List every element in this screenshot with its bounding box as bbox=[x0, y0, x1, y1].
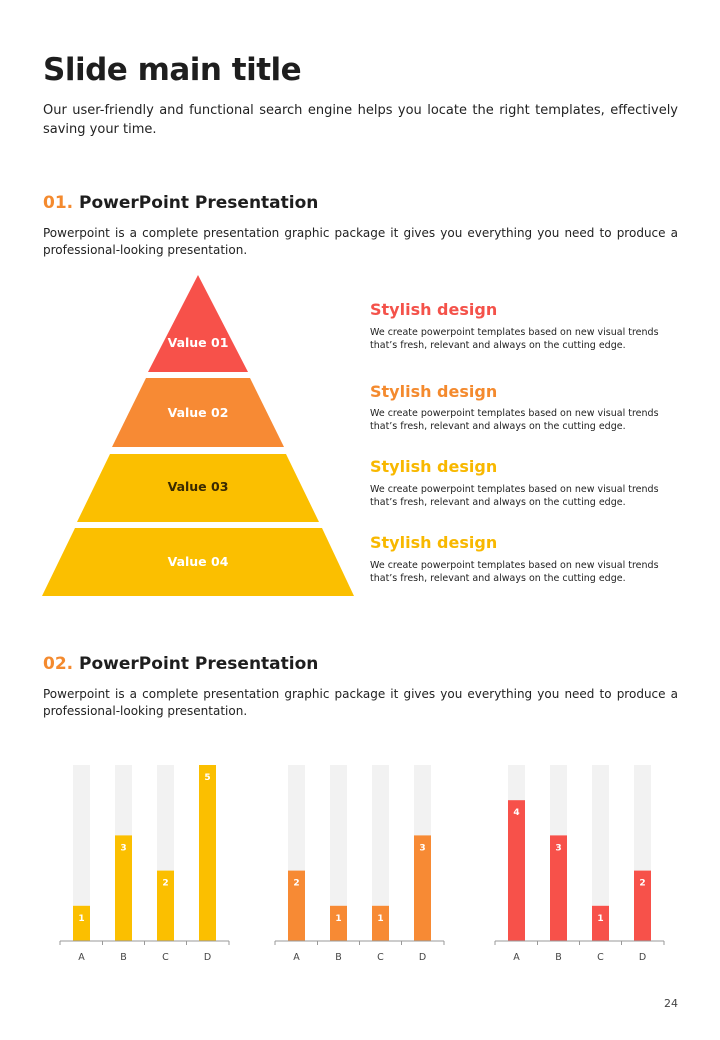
bar-value-label: 1 bbox=[78, 914, 84, 924]
bar bbox=[157, 870, 174, 941]
bar bbox=[73, 905, 90, 941]
bar bbox=[414, 835, 431, 941]
bar-track bbox=[330, 765, 347, 941]
x-tick-label: B bbox=[335, 952, 342, 963]
bar-value-label: 1 bbox=[597, 914, 603, 924]
x-tick-label: D bbox=[419, 952, 426, 963]
pyramid-label-1: Value 01 bbox=[168, 335, 229, 350]
bar bbox=[115, 835, 132, 941]
x-tick-label: A bbox=[78, 952, 85, 963]
pyramid-label-4: Value 04 bbox=[168, 554, 229, 569]
bar bbox=[330, 905, 347, 941]
description-heading-4: Stylish design bbox=[370, 533, 498, 552]
bar-track bbox=[73, 765, 90, 941]
bar-value-label: 2 bbox=[162, 879, 168, 889]
description-heading-2: Stylish design bbox=[370, 382, 498, 401]
x-tick-label: C bbox=[377, 952, 384, 963]
section1-text: Powerpoint is a complete presentation gr… bbox=[43, 226, 678, 257]
section1-title: PowerPoint Presentation bbox=[79, 193, 319, 213]
x-tick-label: C bbox=[597, 952, 604, 963]
pyramid-level-2 bbox=[112, 378, 284, 447]
x-tick-label: D bbox=[204, 952, 211, 963]
bar-value-label: 2 bbox=[639, 879, 645, 889]
section2-text: Powerpoint is a complete presentation gr… bbox=[43, 687, 678, 718]
x-tick-label: C bbox=[162, 952, 169, 963]
bar-value-label: 5 bbox=[204, 773, 210, 783]
section2-title: PowerPoint Presentation bbox=[79, 654, 319, 674]
section1-heading: 01. PowerPoint Presentation bbox=[43, 193, 318, 213]
bar-track bbox=[592, 765, 609, 941]
section2-heading: 02. PowerPoint Presentation bbox=[43, 654, 318, 674]
description-text-4: We create powerpoint templates based on … bbox=[370, 560, 659, 584]
bar bbox=[634, 870, 651, 941]
x-tick-label: B bbox=[120, 952, 127, 963]
bar bbox=[199, 765, 216, 941]
x-tick-label: A bbox=[513, 952, 520, 963]
bar-chart-3: 4 A 3 B 1 C 2 D bbox=[494, 765, 665, 963]
pyramid-level-3 bbox=[77, 454, 319, 522]
section1-number: 01. bbox=[43, 193, 74, 213]
bar bbox=[550, 835, 567, 941]
bar-value-label: 1 bbox=[377, 914, 383, 924]
bar bbox=[592, 905, 609, 941]
bar-value-label: 3 bbox=[555, 843, 561, 853]
description-text-3: We create powerpoint templates based on … bbox=[370, 484, 659, 508]
description-text-2: We create powerpoint templates based on … bbox=[370, 408, 659, 432]
section2-number: 02. bbox=[43, 654, 74, 674]
pyramid-level-1 bbox=[148, 275, 248, 372]
pyramid-level-4 bbox=[42, 528, 354, 596]
bar-value-label: 4 bbox=[513, 808, 519, 818]
slide-title: Slide main title bbox=[43, 52, 302, 88]
bar-chart-1: 1 A 3 B 2 C 5 D bbox=[59, 765, 230, 963]
slide-lead-text: Our user-friendly and functional search … bbox=[43, 103, 678, 137]
bar-chart-2: 2 A 1 B 1 C 3 D bbox=[274, 765, 445, 963]
bar bbox=[508, 800, 525, 941]
bar-track bbox=[372, 765, 389, 941]
pyramid-diagram: Value 01 Value 02 Value 03 Value 04 bbox=[42, 275, 354, 596]
pyramid-label-3: Value 03 bbox=[168, 479, 229, 494]
pyramid-label-2: Value 02 bbox=[168, 405, 229, 420]
bar-value-label: 2 bbox=[293, 879, 299, 889]
bar bbox=[372, 905, 389, 941]
bar-value-label: 3 bbox=[419, 843, 425, 853]
page-number: 24 bbox=[664, 997, 678, 1010]
bar-value-label: 1 bbox=[335, 914, 341, 924]
description-text-1: We create powerpoint templates based on … bbox=[370, 327, 659, 351]
x-tick-label: D bbox=[639, 952, 646, 963]
bar bbox=[288, 870, 305, 941]
bar-value-label: 3 bbox=[120, 843, 126, 853]
bar-charts: 1 A 3 B 2 C 5 D 2 A 1 B 1 C 3 D 4 A 3 B 1 C 2 D bbox=[59, 765, 665, 963]
description-heading-1: Stylish design bbox=[370, 300, 498, 319]
description-heading-3: Stylish design bbox=[370, 457, 498, 476]
x-tick-label: A bbox=[293, 952, 300, 963]
x-tick-label: B bbox=[555, 952, 562, 963]
